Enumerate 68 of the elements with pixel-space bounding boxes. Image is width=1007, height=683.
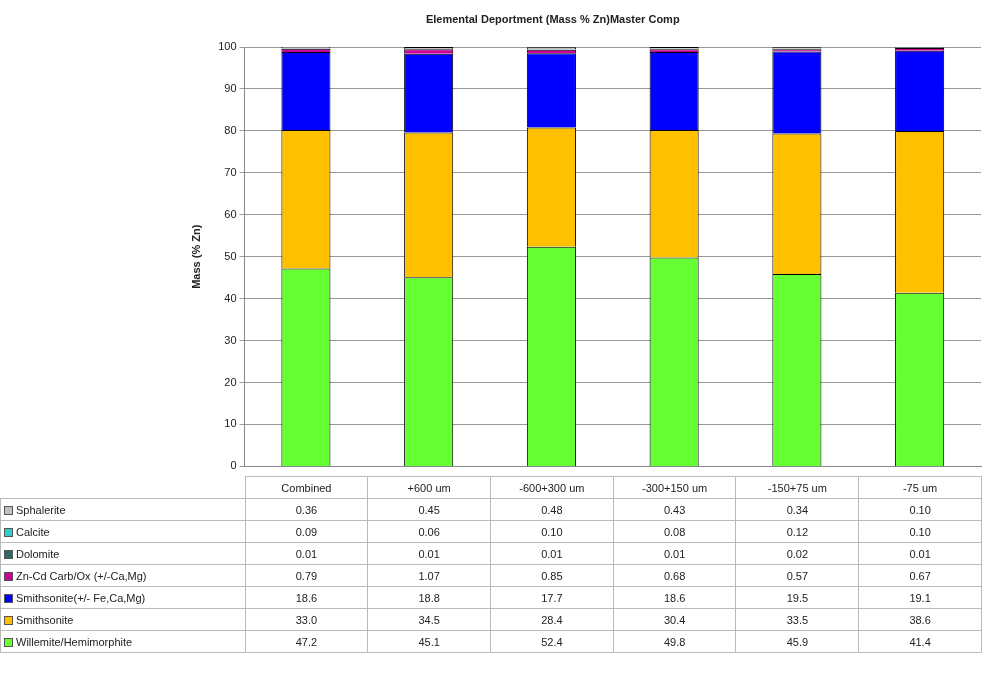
data-label: 19.1 (858, 586, 982, 609)
data-label: 38.6 (858, 608, 982, 631)
data-label: 33.0 (245, 608, 368, 631)
data-label: 0.02 (735, 542, 859, 565)
data-label: 52.4 (490, 630, 614, 653)
legend-label: Smithsonite (0, 608, 246, 631)
x-tick-label: +600 um (367, 476, 491, 499)
legend-label: Willemite/Hemimorphite (0, 630, 246, 653)
data-label: 28.4 (490, 608, 614, 631)
y-tick-label: 30 (224, 333, 237, 346)
x-tick-label: -150+75 um (735, 476, 859, 499)
data-label: 0.10 (490, 520, 614, 543)
data-label: 0.79 (245, 564, 368, 587)
y-tick-label: 10 (224, 417, 237, 430)
data-label: 0.01 (367, 542, 491, 565)
data-label: 34.5 (367, 608, 491, 631)
data-label: 45.9 (735, 630, 859, 653)
data-label: 0.43 (613, 498, 736, 521)
data-label: 0.06 (367, 520, 491, 543)
y-tick-label: 40 (224, 291, 237, 304)
data-label: 0.36 (245, 498, 368, 521)
data-label: 0.09 (245, 520, 368, 543)
legend-label: Calcite (0, 520, 246, 543)
data-label: 0.68 (613, 564, 736, 587)
data-label: 0.67 (858, 564, 982, 587)
y-axis-title: Mass (% Zn) (189, 224, 202, 289)
data-label: 0.08 (613, 520, 736, 543)
y-tick-label: 80 (224, 123, 237, 136)
x-tick-label: -600+300 um (490, 476, 614, 499)
data-label: 17.7 (490, 586, 614, 609)
y-tick-label: 70 (224, 165, 237, 178)
data-label: 18.8 (367, 586, 491, 609)
data-label: 1.07 (367, 564, 491, 587)
x-tick-label: -75 um (858, 476, 982, 499)
data-label: 49.8 (613, 630, 736, 653)
data-label: 45.1 (367, 630, 491, 653)
data-label: 0.01 (245, 542, 368, 565)
y-tick-label: 60 (224, 207, 237, 220)
data-label: 0.10 (858, 498, 982, 521)
y-tick-label: 0 (230, 459, 237, 472)
data-label: 18.6 (613, 586, 736, 609)
data-label: 0.45 (367, 498, 491, 521)
y-tick-label: 20 (224, 375, 237, 388)
legend-label: Sphalerite (0, 498, 246, 521)
data-label: 0.34 (735, 498, 859, 521)
data-label: 0.10 (858, 520, 982, 543)
legend-label: Zn-Cd Carb/Ox (+/-Ca,Mg) (0, 564, 246, 587)
legend-label: Smithsonite(+/- Fe,Ca,Mg) (0, 586, 246, 609)
y-tick-label: 90 (224, 81, 237, 94)
data-label: 41.4 (858, 630, 982, 653)
data-label: 0.57 (735, 564, 859, 587)
x-tick-label: Combined (245, 476, 368, 499)
legend-label: Dolomite (0, 542, 246, 565)
y-tick-label: 100 (218, 40, 237, 53)
chart-title: Elemental Deportment (Mass % Zn)Master Comp (425, 13, 680, 26)
data-label: 30.4 (613, 608, 736, 631)
data-label: 19.5 (735, 586, 859, 609)
data-label: 33.5 (735, 608, 859, 631)
data-label: 0.48 (490, 498, 614, 521)
data-label: 18.6 (245, 586, 368, 609)
x-tick-label: -300+150 um (613, 476, 736, 499)
y-tick-label: 50 (224, 249, 237, 262)
data-label: 0.12 (735, 520, 859, 543)
data-label: 0.01 (613, 542, 736, 565)
data-label: 0.01 (490, 542, 614, 565)
data-label: 47.2 (245, 630, 368, 653)
data-label: 0.01 (858, 542, 982, 565)
data-label: 0.85 (490, 564, 614, 587)
